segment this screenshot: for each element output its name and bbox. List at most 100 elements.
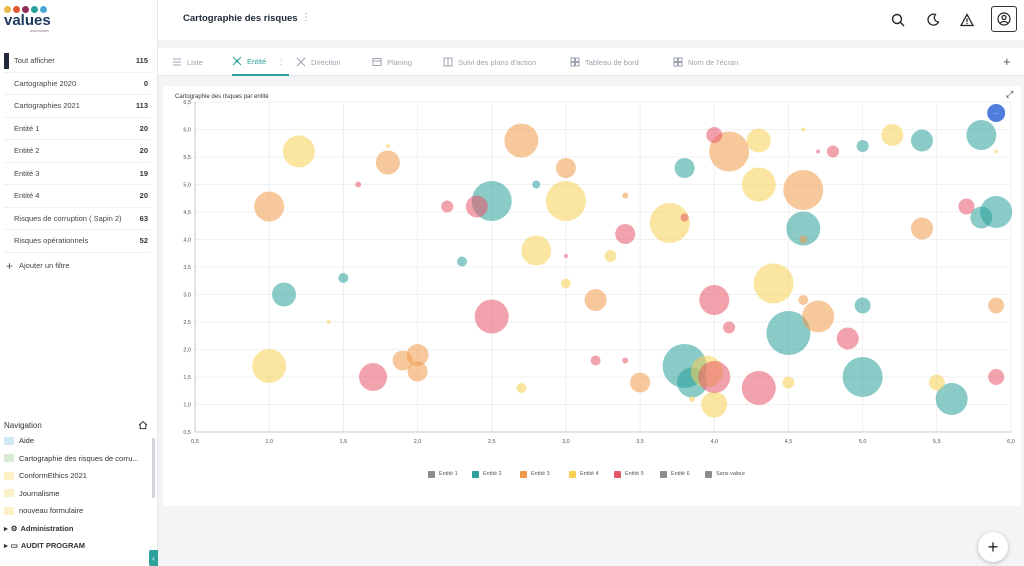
bubble-point[interactable] xyxy=(699,285,730,315)
bubble-point[interactable] xyxy=(355,181,362,188)
bubble-point[interactable] xyxy=(521,235,552,266)
search-icon[interactable] xyxy=(888,10,908,30)
bubble-point[interactable] xyxy=(590,355,601,366)
bubble-point[interactable] xyxy=(359,363,388,391)
nav-item[interactable]: nouveau formulaire xyxy=(0,502,152,520)
tab-nom-ecran[interactable]: Nom de l'écran xyxy=(673,48,738,76)
bubble-point[interactable] xyxy=(375,150,400,175)
legend-item[interactable]: Entité 5 xyxy=(614,469,644,479)
bubble-point[interactable] xyxy=(935,383,968,415)
bubble-point[interactable] xyxy=(584,289,607,311)
nav-item[interactable]: ConformEthics 2021 xyxy=(0,467,152,485)
bubble-point[interactable] xyxy=(555,158,576,178)
bubble-point[interactable] xyxy=(701,391,728,418)
nav-item[interactable]: Cartographie des risques de corru... xyxy=(0,450,152,468)
tab-menu-icon[interactable]: ⋮ xyxy=(277,56,285,66)
bubble-point[interactable] xyxy=(254,191,285,222)
add-button[interactable]: + xyxy=(978,532,1008,562)
filter-item[interactable]: Risques de corruption ( Sapin 2) 63 xyxy=(4,208,150,230)
filter-item[interactable]: Entité 2 20 xyxy=(4,140,150,163)
bubble-point[interactable] xyxy=(326,320,331,324)
filter-item[interactable]: Cartographie 2020 0 xyxy=(4,73,150,95)
bubble-point[interactable] xyxy=(674,158,695,178)
bubble-point[interactable] xyxy=(385,144,390,148)
nav-group[interactable]: ▸ ▭ AUDIT PROGRAM xyxy=(0,537,152,555)
bubble-point[interactable] xyxy=(856,140,869,152)
nav-item[interactable]: Aide xyxy=(0,432,152,450)
bubble-point[interactable] xyxy=(958,198,975,215)
bubble-point[interactable] xyxy=(783,170,824,210)
bubble-point[interactable] xyxy=(881,124,904,146)
add-filter-button[interactable]: + Ajouter un filtre xyxy=(4,259,150,273)
add-tab-button[interactable]: + xyxy=(1003,54,1011,69)
bubble-point[interactable] xyxy=(766,311,811,355)
bubble-point[interactable] xyxy=(801,127,806,132)
tab-entite[interactable]: Entité ⋮ xyxy=(232,48,289,76)
legend-item[interactable]: Sans valeur xyxy=(705,469,745,479)
bubble-point[interactable] xyxy=(786,211,821,246)
bubble-point[interactable] xyxy=(994,149,999,154)
bubble-point[interactable] xyxy=(465,195,488,218)
bubble-point[interactable] xyxy=(826,145,839,158)
bubble-point[interactable] xyxy=(457,256,468,267)
filter-item[interactable]: Entité 1 20 xyxy=(4,118,150,140)
filter-item[interactable]: Tout afficher 115 xyxy=(4,50,150,73)
legend-item[interactable]: Entité 3 xyxy=(520,469,550,479)
legend-item[interactable]: Entité 4 xyxy=(569,469,599,479)
bubble-point[interactable] xyxy=(545,181,586,221)
bubble-point[interactable] xyxy=(723,321,736,334)
bubble-point[interactable] xyxy=(560,278,571,289)
bubble-point[interactable] xyxy=(741,371,776,405)
bubble-point[interactable] xyxy=(753,263,794,304)
tab-suivi-plans[interactable]: Suivi des plans d'action xyxy=(443,48,536,76)
bubble-point[interactable] xyxy=(689,396,696,402)
bubble-point[interactable] xyxy=(802,300,835,333)
bubble-point[interactable] xyxy=(709,131,750,172)
bubble-point[interactable] xyxy=(680,213,689,222)
tab-planing[interactable]: Planing xyxy=(372,48,412,76)
bubble-point[interactable] xyxy=(504,123,539,158)
tab-tableau-de-bord[interactable]: Tableau de bord xyxy=(570,48,639,76)
bubble-point[interactable] xyxy=(988,297,1005,314)
bubble-point[interactable] xyxy=(842,357,883,397)
bubble-point[interactable] xyxy=(252,349,287,383)
bubble-point[interactable] xyxy=(441,200,454,213)
legend-item[interactable]: Entité 2 xyxy=(472,469,502,479)
bubble-point[interactable] xyxy=(615,224,636,244)
bubble-point[interactable] xyxy=(799,235,808,244)
bubble-point[interactable] xyxy=(966,120,997,150)
bubble-point[interactable] xyxy=(338,273,349,283)
tab-liste[interactable]: Liste xyxy=(172,48,203,76)
brand-logo[interactable]: values associates xyxy=(4,6,64,36)
sidebar-scrollbar[interactable] xyxy=(152,438,155,498)
home-icon[interactable] xyxy=(138,420,148,430)
bubble-point[interactable] xyxy=(474,299,509,334)
collapse-sidebar-button[interactable]: ‹ xyxy=(149,550,158,566)
bubble-point[interactable] xyxy=(910,129,933,152)
filter-item[interactable]: Entité 4 20 xyxy=(4,185,150,208)
bubble-point[interactable] xyxy=(988,369,1005,385)
bubble-point[interactable] xyxy=(698,361,731,393)
filter-item[interactable]: Entité 3 19 xyxy=(4,163,150,185)
bubble-point[interactable] xyxy=(836,327,859,350)
bubble-point[interactable] xyxy=(741,167,776,202)
bubble-point[interactable] xyxy=(910,217,933,240)
bubble-point[interactable] xyxy=(746,128,771,153)
bubble-point[interactable] xyxy=(630,372,651,393)
warning-icon[interactable] xyxy=(957,10,977,30)
user-menu-button[interactable] xyxy=(991,6,1017,32)
bubble-point[interactable] xyxy=(282,135,315,168)
tab-direction[interactable]: Direction xyxy=(296,48,341,76)
bubble-point[interactable] xyxy=(516,383,527,393)
bubble-point[interactable] xyxy=(406,344,429,366)
bubble-point[interactable] xyxy=(928,374,945,391)
bubble-point[interactable] xyxy=(798,295,809,305)
bubble-point[interactable] xyxy=(407,361,428,382)
bubble-point[interactable] xyxy=(272,282,297,307)
nav-item[interactable]: Journalisme xyxy=(0,485,152,503)
bubble-point[interactable] xyxy=(622,357,629,364)
bubble-point[interactable] xyxy=(563,254,568,258)
bubble-point[interactable] xyxy=(854,297,871,314)
bubble-point[interactable] xyxy=(980,196,1013,228)
nav-group[interactable]: ▸ ⚙ Administration xyxy=(0,520,152,538)
